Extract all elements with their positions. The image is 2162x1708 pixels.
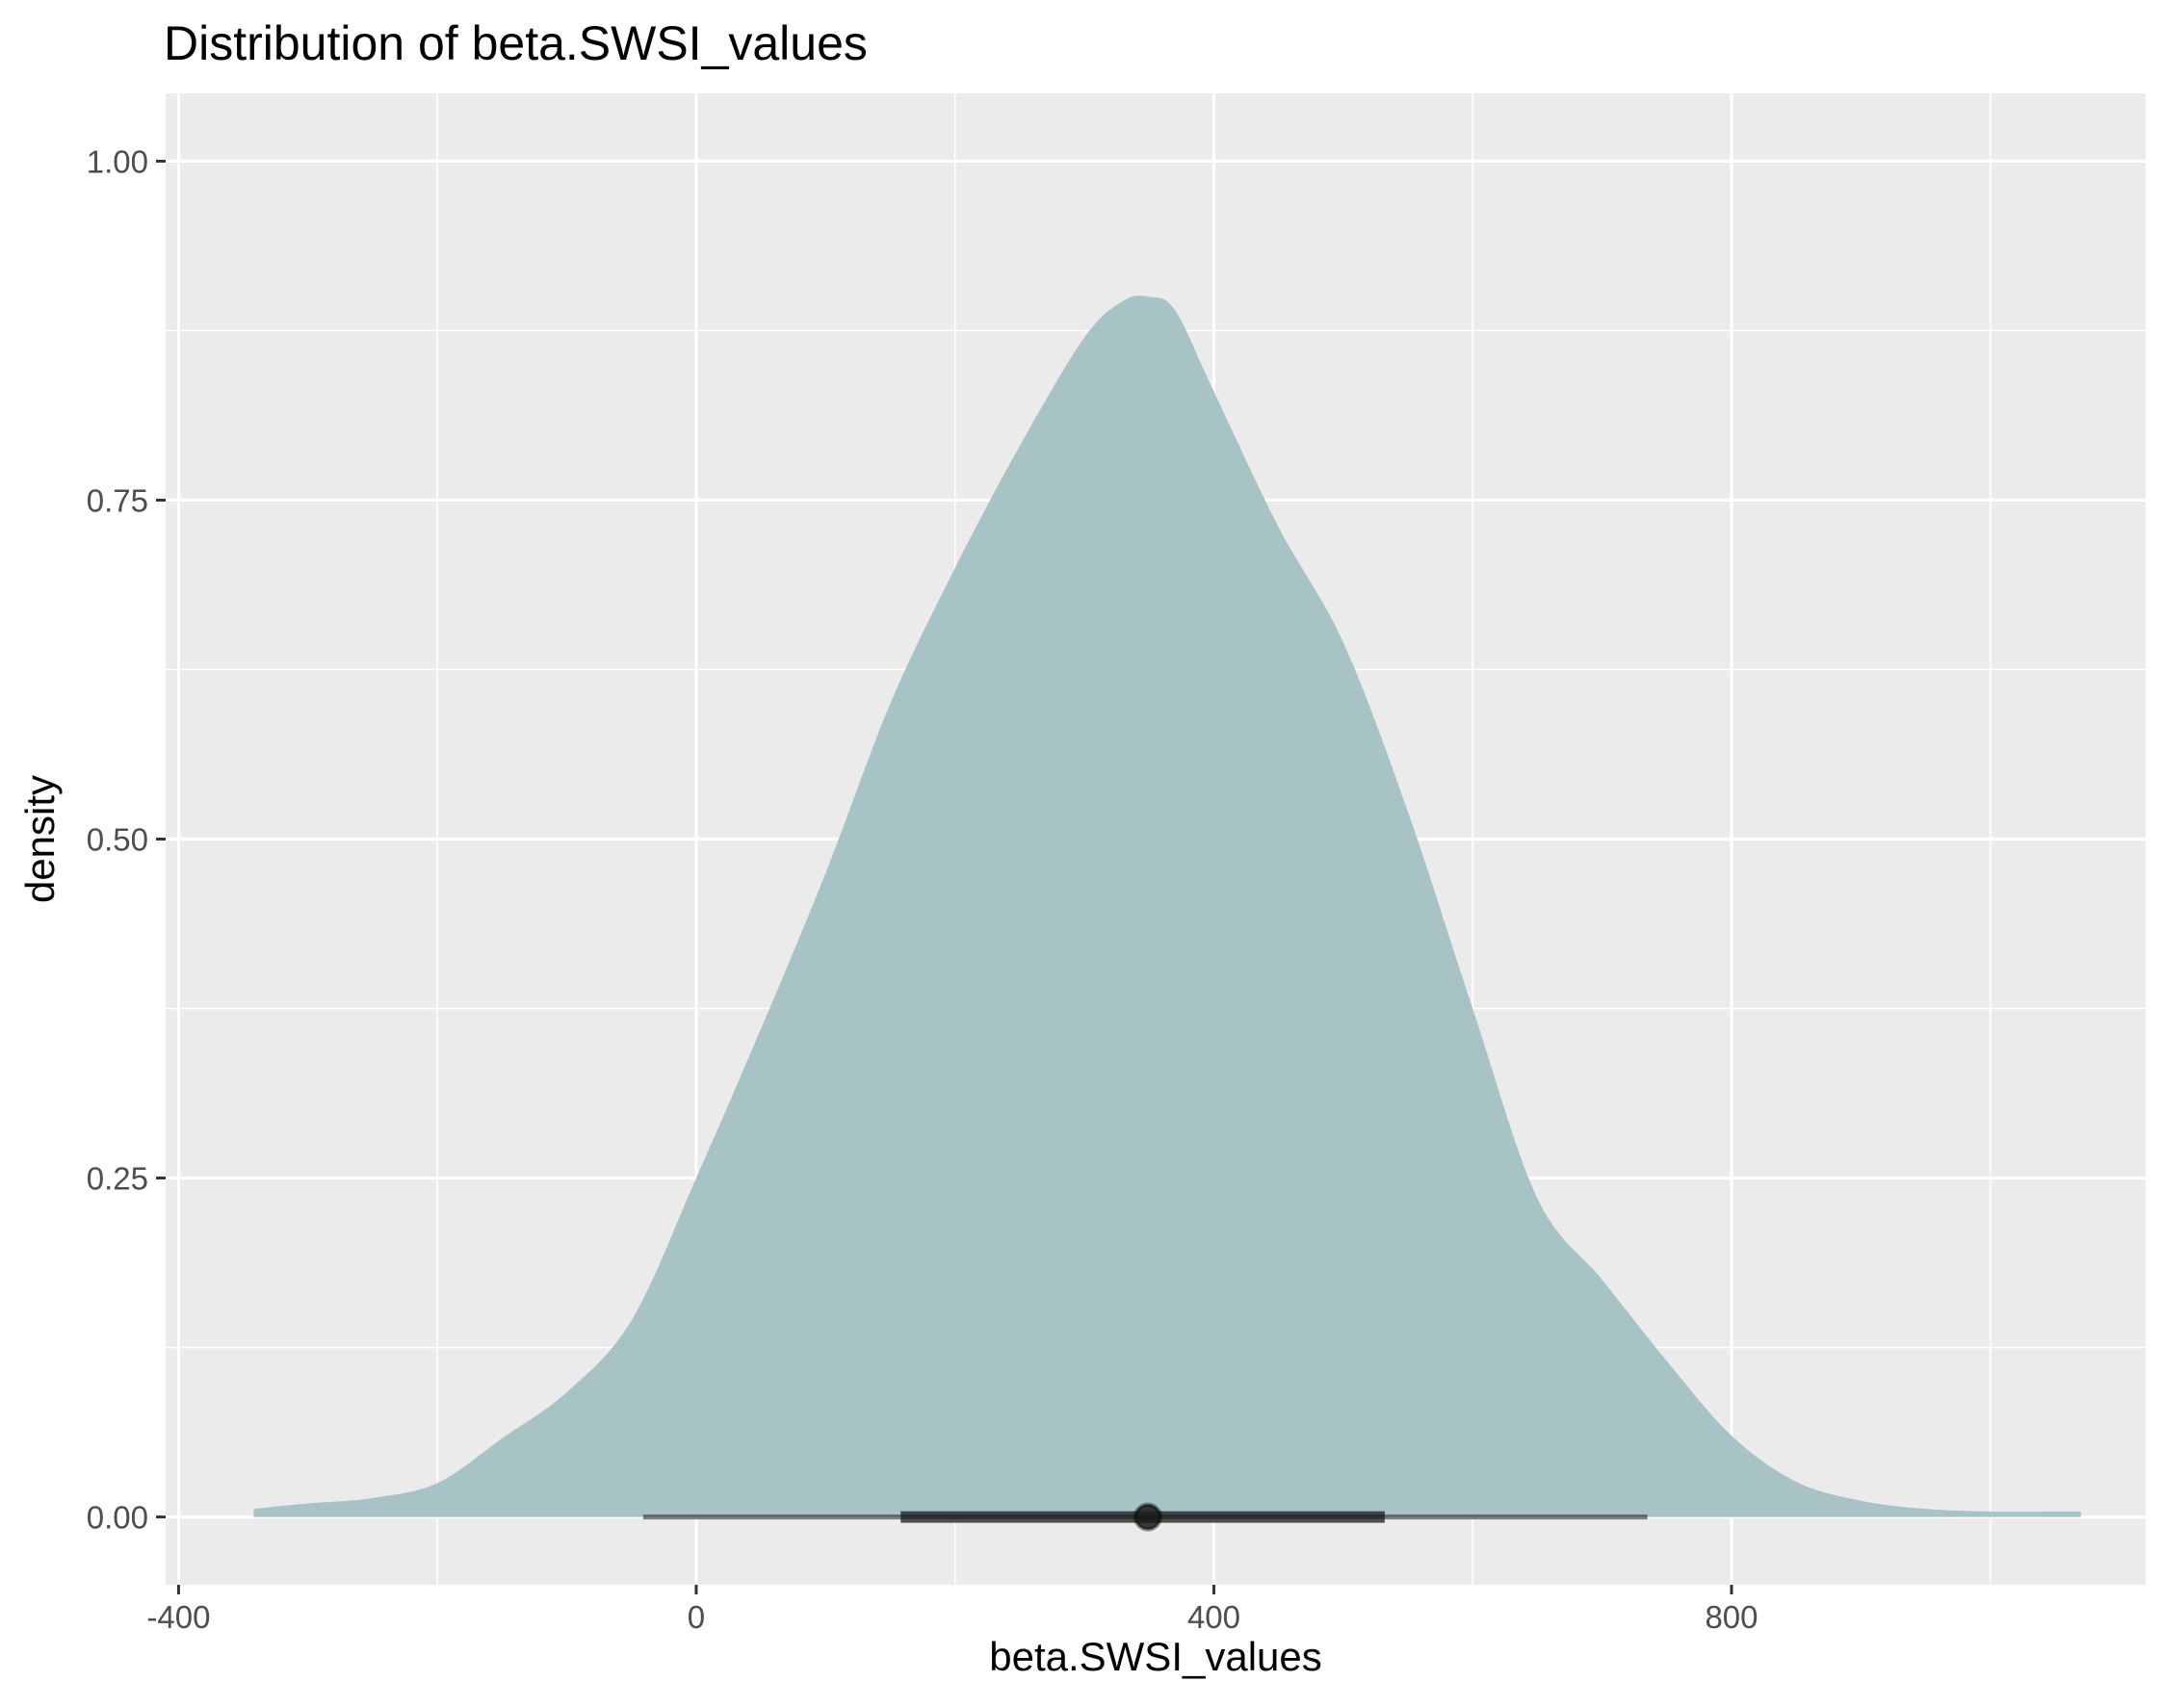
y-tick-label: 0.75 xyxy=(87,482,148,518)
x-tick-label: 800 xyxy=(1705,1599,1758,1635)
y-tick-label: 0.00 xyxy=(87,1500,148,1536)
y-tick-label: 1.00 xyxy=(87,143,148,179)
interval-summary xyxy=(642,1502,1648,1532)
chart-title: Distribution of beta.SWSI_values xyxy=(164,16,868,70)
y-tick-label: 0.25 xyxy=(87,1161,148,1197)
x-tick-label: 0 xyxy=(688,1599,705,1635)
y-tick-label: 0.50 xyxy=(87,822,148,858)
x-axis: -400 0 400 800 xyxy=(146,1585,1758,1635)
y-axis-title: density xyxy=(17,775,63,903)
x-axis-title: beta.SWSI_values xyxy=(989,1634,1322,1679)
x-tick-label: -400 xyxy=(146,1599,210,1635)
y-axis: 0.00 0.25 0.50 0.75 1.00 xyxy=(87,143,166,1536)
x-tick-label: 400 xyxy=(1187,1599,1240,1635)
point-estimate xyxy=(1133,1502,1162,1532)
density-area xyxy=(253,295,2081,1517)
